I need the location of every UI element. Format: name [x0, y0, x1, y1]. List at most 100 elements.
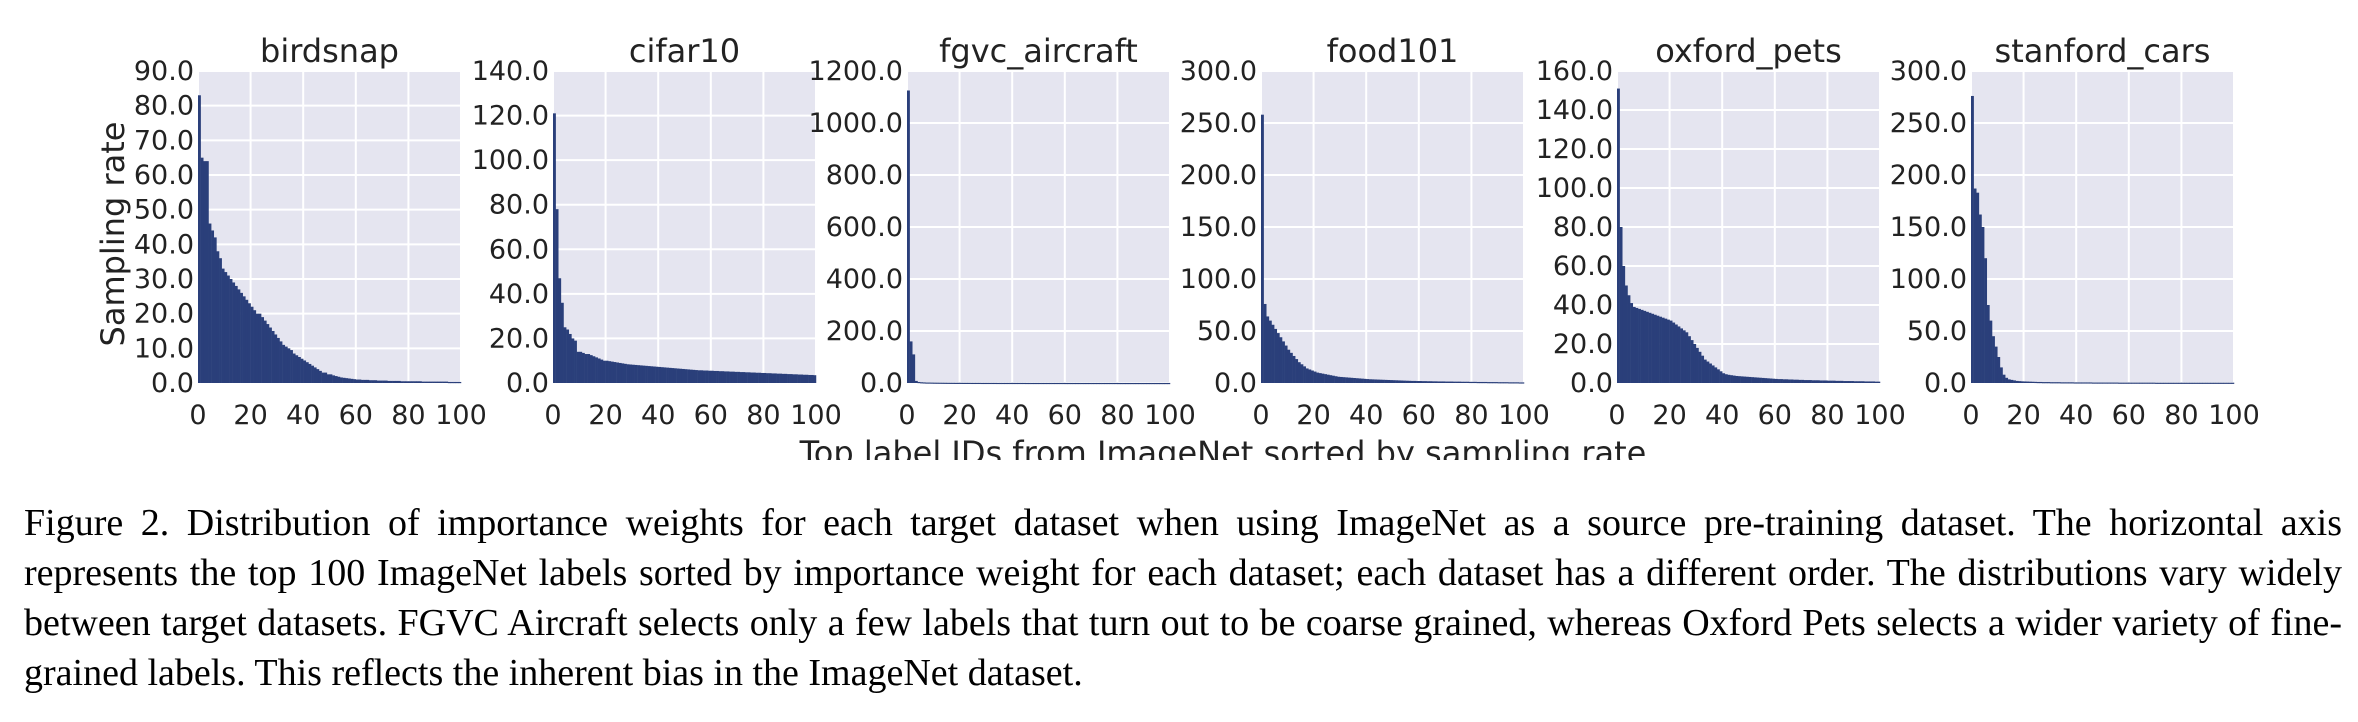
- bar: [1334, 376, 1338, 383]
- bar: [970, 382, 973, 385]
- bar: [1877, 381, 1881, 383]
- x-tick-label: 80: [1810, 400, 1844, 431]
- bar: [400, 381, 404, 383]
- bar: [2099, 382, 2103, 384]
- bar: [1706, 361, 1710, 383]
- bar: [229, 279, 233, 383]
- bar: [1811, 380, 1815, 383]
- bar: [1085, 382, 1089, 385]
- y-tick-label: 80.0: [1553, 212, 1613, 243]
- y-axis-label: Sampling rate: [94, 122, 132, 347]
- bar: [737, 371, 740, 383]
- bar: [2141, 382, 2145, 384]
- bar: [350, 378, 354, 383]
- bar: [1632, 306, 1636, 383]
- bar: [581, 352, 585, 383]
- bar: [2191, 382, 2195, 384]
- bar: [2068, 382, 2072, 384]
- bar: [983, 382, 987, 385]
- bar: [1308, 369, 1312, 383]
- bar: [797, 374, 801, 383]
- bar: [1035, 382, 1039, 385]
- bar: [2226, 382, 2229, 384]
- bar: [445, 381, 449, 383]
- bar: [382, 380, 385, 383]
- bar: [739, 372, 743, 383]
- y-tick-label: 140.0: [472, 56, 549, 87]
- bar: [1455, 381, 1459, 383]
- bar: [1310, 370, 1314, 383]
- bar: [781, 373, 785, 383]
- bar: [713, 370, 717, 383]
- bar: [1033, 382, 1037, 385]
- bar: [2089, 382, 2093, 384]
- y-tick-label: 30.0: [134, 264, 194, 295]
- bar: [805, 374, 809, 383]
- bar: [729, 371, 733, 383]
- bar: [2102, 382, 2106, 384]
- bar: [1795, 379, 1799, 383]
- bar: [2020, 381, 2024, 383]
- bar: [2197, 382, 2201, 384]
- bar: [1125, 382, 1129, 385]
- bar: [253, 310, 257, 383]
- bar: [773, 373, 777, 383]
- y-tick-label: 20.0: [489, 323, 549, 354]
- bar: [1669, 320, 1673, 383]
- bar: [930, 382, 934, 384]
- bar: [679, 368, 683, 383]
- bar: [1368, 379, 1372, 383]
- bar: [2131, 382, 2135, 384]
- bar: [1769, 378, 1773, 383]
- bar: [568, 333, 572, 383]
- bar: [1292, 355, 1296, 383]
- bar: [1297, 362, 1301, 383]
- bar: [2042, 382, 2045, 384]
- bar: [313, 367, 317, 383]
- bar: [1027, 382, 1031, 385]
- x-tick-label: 80: [391, 400, 425, 431]
- bar: [1426, 381, 1430, 383]
- bar: [2184, 382, 2187, 384]
- bar: [962, 382, 966, 384]
- bar: [1416, 381, 1420, 383]
- bar: [1635, 307, 1639, 383]
- bar: [710, 370, 714, 383]
- bar: [566, 329, 570, 383]
- x-tick-label: 0: [1608, 400, 1625, 431]
- bar: [1397, 380, 1401, 383]
- bar: [1324, 374, 1327, 383]
- bar: [261, 317, 264, 383]
- bar: [1521, 382, 1525, 384]
- x-tick-label: 100: [435, 400, 487, 431]
- bar: [959, 382, 963, 384]
- bar: [2086, 382, 2090, 384]
- plot-area: [553, 71, 816, 383]
- bar: [2202, 382, 2206, 384]
- bar: [1645, 311, 1649, 383]
- bar: [1093, 382, 1097, 385]
- bar: [1816, 380, 1820, 383]
- bar: [258, 313, 262, 383]
- bar: [996, 382, 1000, 385]
- bar: [408, 381, 412, 383]
- bar: [2168, 382, 2172, 384]
- bar: [1051, 382, 1055, 385]
- bar: [1117, 382, 1121, 385]
- bar: [954, 382, 958, 384]
- bar: [405, 381, 409, 383]
- bar: [1843, 381, 1847, 383]
- bar: [2031, 381, 2035, 383]
- bar: [1403, 380, 1406, 383]
- bar: [925, 382, 929, 384]
- bar: [1772, 378, 1776, 383]
- bar: [571, 338, 575, 383]
- bar: [1787, 379, 1791, 383]
- bar: [1305, 368, 1309, 383]
- bar: [1059, 382, 1063, 385]
- bar: [2152, 382, 2156, 384]
- bar: [1366, 379, 1370, 383]
- bar: [453, 381, 456, 384]
- bar: [274, 334, 278, 383]
- bar: [1096, 382, 1100, 385]
